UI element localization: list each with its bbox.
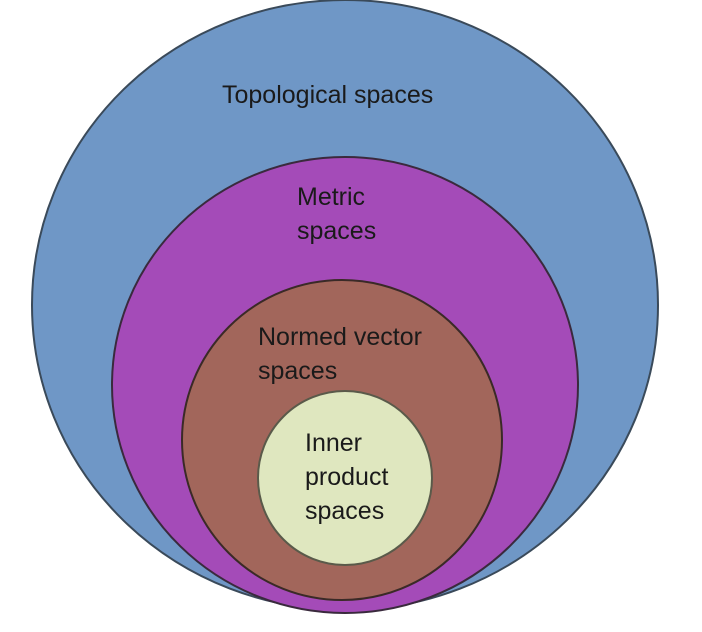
metric-spaces-label-line-2: spaces: [297, 217, 376, 245]
topological-spaces-label-line-1: Topological spaces: [222, 81, 433, 109]
inner-product-spaces-label-line-3: spaces: [305, 497, 384, 525]
normed-vector-spaces-label-line-1: Normed vector: [258, 323, 422, 351]
metric-spaces-label: Metric spaces: [297, 183, 376, 245]
inner-product-spaces-set: Inner product spaces: [257, 390, 433, 566]
inner-product-spaces-label-line-2: product: [305, 463, 388, 491]
inner-product-spaces-region: [257, 390, 433, 566]
normed-vector-spaces-label-line-2: spaces: [258, 357, 337, 385]
normed-vector-spaces-label: Normed vector spaces: [258, 323, 429, 385]
inner-product-spaces-label: Inner product spaces: [305, 429, 395, 525]
inner-product-spaces-label-line-1: Inner: [305, 429, 362, 457]
metric-spaces-label-line-1: Metric: [297, 183, 365, 211]
topological-spaces-label: Topological spaces: [222, 81, 433, 109]
